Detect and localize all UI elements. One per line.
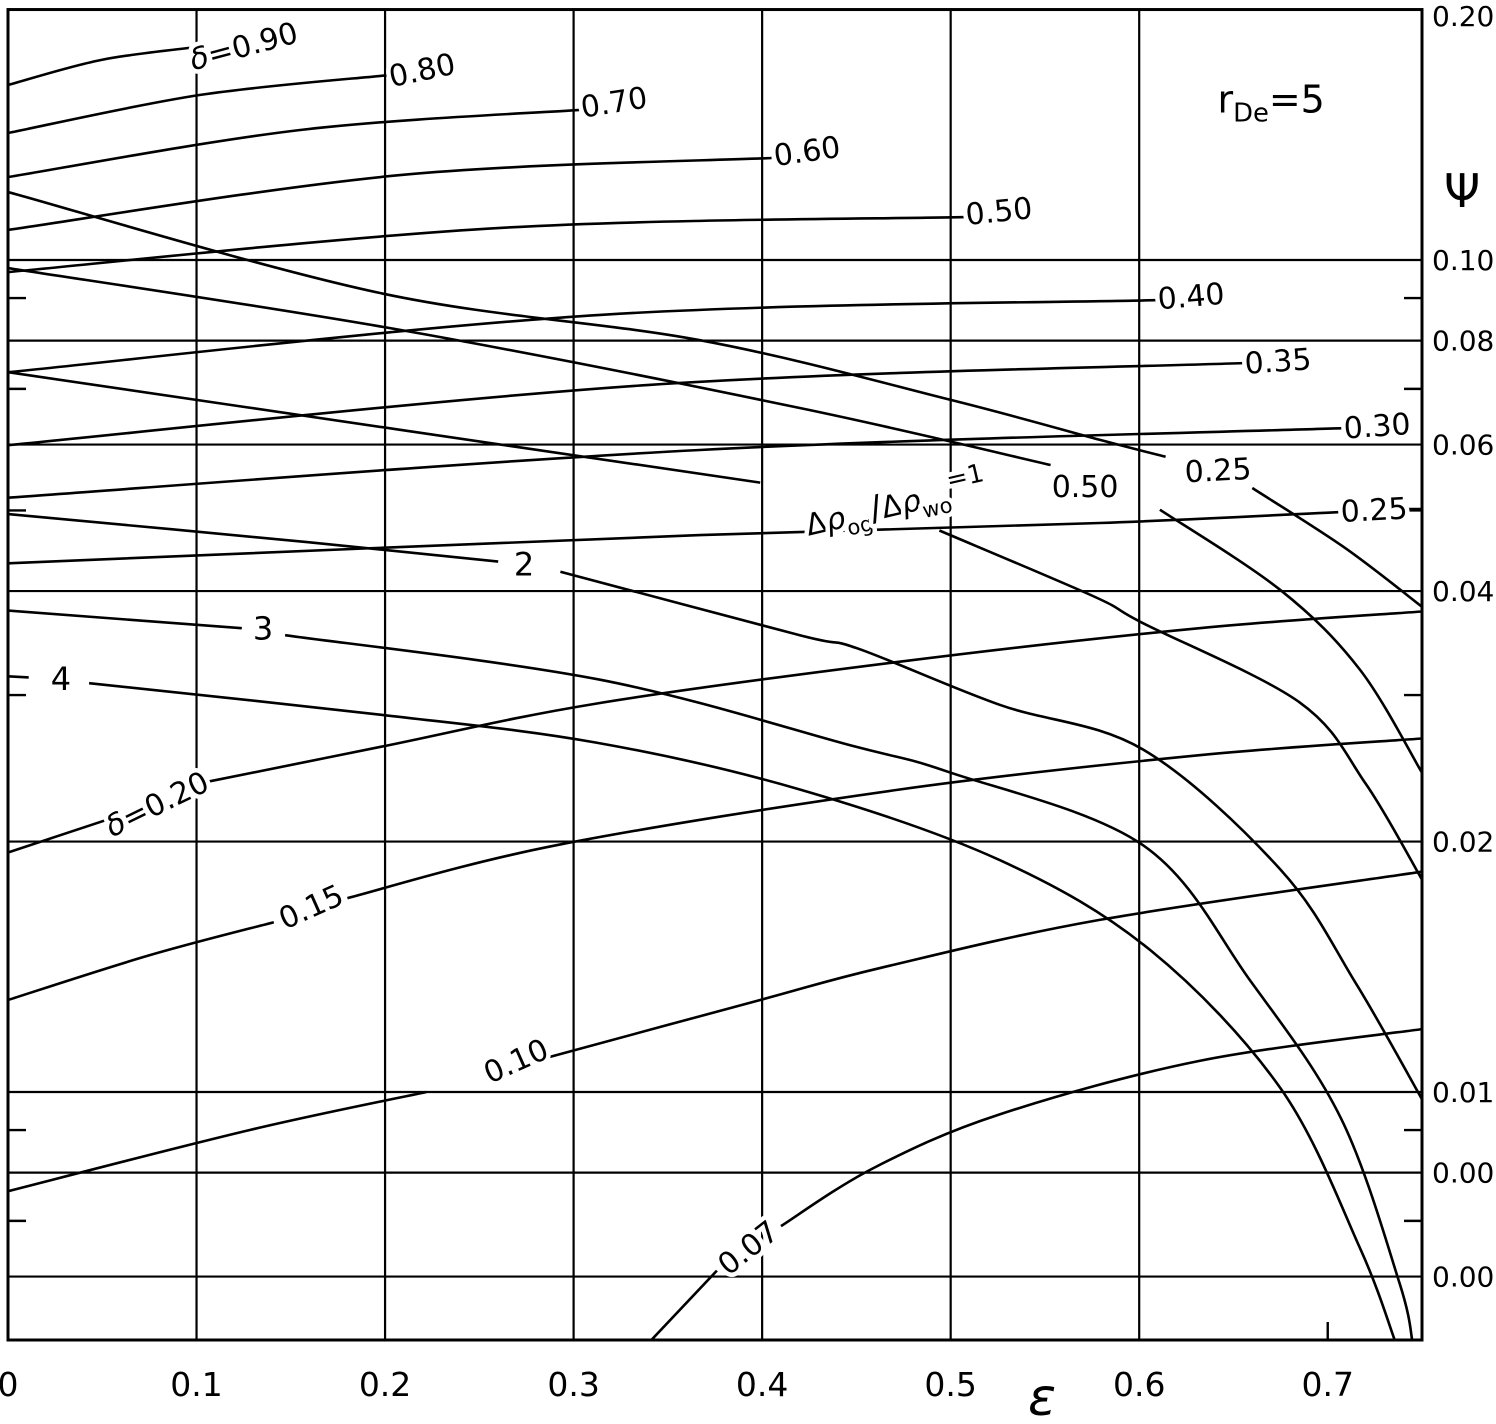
- curve-density-ratio-0.50-seg2: [1159, 508, 1422, 774]
- y-axis-symbol: Ψ: [1444, 164, 1481, 218]
- curve-delta-0.15-seg2: [347, 737, 1422, 900]
- curve-label-density-ratio-2: 2: [514, 545, 534, 583]
- curve-label-density-ratio-0.25: 0.25: [1184, 452, 1253, 490]
- curve-delta-0.07-seg1: [649, 1269, 718, 1340]
- curve-delta-0.10-seg1: [8, 1090, 427, 1193]
- curve-density-ratio-3-seg2: [284, 633, 1414, 1340]
- x-tick-label-0.6: 0.6: [1113, 1365, 1165, 1404]
- x-tick-label-0.1: 0.1: [170, 1365, 222, 1404]
- curve-delta-0.30: [8, 426, 1347, 499]
- curve-delta-0.07-seg2: [780, 1027, 1422, 1228]
- curve-delta-0.70: [8, 108, 580, 179]
- curve-density-ratio-1-seg1: [8, 370, 761, 484]
- curve-delta-0.40: [8, 298, 1159, 374]
- curve-label-delta-0.40: 0.40: [1156, 277, 1226, 318]
- curve-label-delta-0.25: 0.25: [1340, 492, 1409, 530]
- curve-label-delta-0.80: 0.80: [386, 47, 459, 95]
- y-tick-label-0.200: 0.200: [1432, 0, 1496, 33]
- curve-label-delta-0.60: 0.60: [772, 130, 843, 174]
- ticks-layer: [8, 296, 1422, 1340]
- curve-density-ratio-0.25-seg1: [8, 190, 1166, 459]
- x-tick-label-0.3: 0.3: [547, 1365, 599, 1404]
- curve-density-ratio-1-seg2: [938, 529, 1422, 881]
- y-tick-label-0.020: 0.020: [1432, 825, 1496, 858]
- curve-density-ratio-4-seg1: [8, 675, 29, 679]
- curve-delta-0.20-seg1: [8, 817, 111, 854]
- curve-label-density-ratio-0.50: 0.50: [1052, 470, 1119, 505]
- curve-label-delta-0.30: 0.30: [1343, 407, 1412, 447]
- curve-density-ratio-2-seg1: [8, 512, 499, 563]
- curve-label-density-ratio-4: 4: [51, 660, 71, 698]
- curve-delta-0.15-seg1: [8, 920, 275, 1002]
- curve-delta-0.20-seg2: [207, 610, 1422, 783]
- r-De-annotation: rDe=5: [1217, 78, 1324, 129]
- curve-label-delta-0.10: 0.10: [479, 1032, 554, 1091]
- curve-density-ratio-4-seg2: [88, 681, 1397, 1340]
- curve-label-delta-0.07: 0.07: [712, 1214, 786, 1283]
- y-tick-label-0.040: 0.040: [1432, 575, 1496, 608]
- curve-label-delta-0.50: 0.50: [964, 191, 1034, 233]
- y-tick-label-0.060: 0.060: [1432, 428, 1496, 461]
- x-tick-label-0.5: 0.5: [924, 1365, 976, 1404]
- x-tick-label-0: 0: [0, 1365, 19, 1404]
- curve-label-delta-0.15: 0.15: [274, 878, 349, 937]
- curve-delta-0.25-seg1: [8, 510, 1343, 565]
- grid-layer: [6, 8, 1424, 1342]
- curve-density-ratio-0.25-seg2: [1251, 486, 1422, 608]
- curve-delta-0.80: [8, 73, 391, 135]
- y-tick-label-0.006: 0.006: [1432, 1260, 1496, 1293]
- curve-label-delta-0.90: δ=0.90: [186, 16, 302, 78]
- curve-density-ratio-0.50-seg1: [8, 266, 1051, 467]
- curve-delta-0.10-seg2: [546, 870, 1422, 1059]
- curve-label-delta-0.35: 0.35: [1243, 342, 1312, 382]
- plot-frame: [6, 8, 1424, 1342]
- curve-density-ratio-2-seg2: [560, 570, 1422, 1100]
- curve-label-delta-0.70: 0.70: [578, 81, 649, 126]
- curve-label-density-ratio-1: Δρog/Δρwo=1: [800, 458, 991, 549]
- curve-delta-0.60: [8, 156, 772, 232]
- y-tick-label-0.010: 0.010: [1432, 1076, 1496, 1109]
- x-tick-label-0.2: 0.2: [359, 1365, 411, 1404]
- x-tick-label-0.4: 0.4: [736, 1365, 788, 1404]
- curve-delta-0.35: [8, 361, 1247, 447]
- curve-delta-0.90: [8, 45, 197, 87]
- curve-delta-0.50: [8, 215, 966, 274]
- x-axis-symbol: ε: [1028, 1368, 1057, 1424]
- x-tick-label-0.7: 0.7: [1301, 1365, 1353, 1404]
- curve-label-density-ratio-3: 3: [253, 609, 273, 647]
- y-tick-label-0.008: 0.008: [1432, 1156, 1496, 1189]
- curves-layer: [8, 45, 1422, 1340]
- y-tick-label-0.100: 0.100: [1432, 244, 1496, 277]
- curve-density-ratio-3-seg1: [8, 609, 242, 630]
- y-tick-label-0.080: 0.080: [1432, 324, 1496, 357]
